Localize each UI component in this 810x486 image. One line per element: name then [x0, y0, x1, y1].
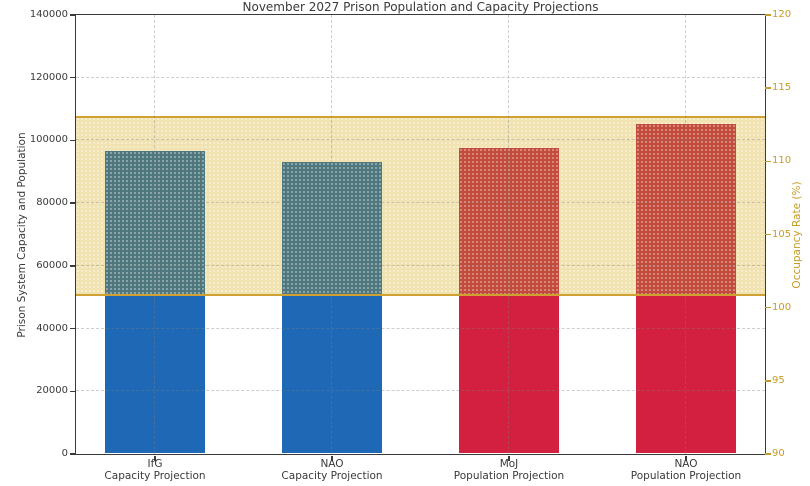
left-axis-label: Prison System Capacity and Population — [16, 132, 28, 338]
x-tick-label-line2: Capacity Projection — [104, 470, 206, 482]
y-tick-label: 100000 — [29, 134, 68, 146]
gridline-horizontal — [75, 327, 765, 329]
x-tick-label-line1: NAO — [674, 458, 698, 470]
chart-title: November 2027 Prison Population and Capa… — [242, 0, 599, 14]
y2-tick-label: 105 — [772, 228, 792, 240]
y-tick-label: 120000 — [29, 71, 68, 83]
x-tick-label: NAO Capacity Projection — [244, 458, 420, 482]
left-tick-mark — [70, 265, 76, 267]
bar-segment-in-band — [458, 147, 559, 296]
bar-segment-in-band — [281, 161, 382, 296]
gridline-vertical — [154, 14, 155, 454]
y-tick-label: 20000 — [36, 385, 68, 397]
left-tick-mark — [70, 327, 76, 330]
y-tick-label: 0 — [61, 448, 68, 459]
right-tick-mark — [765, 453, 771, 455]
bar-segment-below-band — [635, 295, 736, 454]
gridline-vertical — [508, 14, 509, 454]
y-tick-label: 80000 — [36, 197, 68, 209]
gridline-horizontal — [75, 390, 765, 392]
right-tick-mark — [765, 160, 771, 163]
y2-tick-label: 120 — [772, 9, 792, 20]
right-tick-mark — [765, 14, 771, 16]
gridline-horizontal — [75, 264, 765, 266]
y2-tick-label: 95 — [772, 374, 785, 386]
bar-segment-in-band — [635, 124, 736, 296]
x-tick-label: NAO Population Projection — [598, 458, 774, 482]
y-tick-label: 140000 — [29, 9, 68, 20]
right-tick-mark — [765, 380, 771, 382]
x-tick-label: IfG Capacity Projection — [67, 458, 243, 482]
left-tick-mark — [70, 139, 76, 142]
bar-segment-below-band — [104, 295, 205, 454]
y-tick-label: 60000 — [36, 259, 68, 271]
y2-tick-label: 110 — [772, 155, 792, 167]
y2-tick-label: 90 — [772, 448, 785, 459]
gridline-horizontal — [75, 202, 765, 204]
plot-area — [74, 13, 766, 455]
right-tick-mark — [765, 306, 771, 309]
x-tick-label-line1: NAO — [320, 458, 344, 470]
left-tick-mark — [70, 453, 76, 455]
x-tick-label-line2: Population Projection — [453, 470, 565, 482]
left-tick-mark — [70, 76, 76, 79]
gridline-horizontal — [75, 76, 765, 78]
x-tick-mark — [331, 455, 333, 461]
x-tick-mark — [154, 455, 156, 461]
y2-tick-label: 100 — [772, 301, 792, 313]
left-tick-mark — [70, 202, 76, 204]
left-tick-mark — [70, 390, 76, 393]
x-tick-label-line1: IfG — [147, 458, 163, 470]
x-tick-label-line1: MoJ — [499, 458, 519, 470]
gridline-horizontal — [75, 139, 765, 141]
band-edge-top — [75, 115, 765, 118]
right-tick-mark — [765, 87, 771, 89]
x-tick-mark — [508, 455, 510, 461]
gridline-vertical — [685, 14, 686, 454]
right-tick-mark — [765, 233, 771, 236]
x-tick-label-line2: Capacity Projection — [281, 470, 383, 482]
y2-tick-label: 115 — [772, 82, 792, 94]
gridline-vertical — [331, 14, 332, 454]
x-tick-label-line2: Population Projection — [630, 470, 742, 482]
bar-segment-below-band — [281, 295, 382, 454]
x-tick-label: MoJ Population Projection — [421, 458, 597, 482]
y-tick-label: 40000 — [36, 322, 68, 334]
bar-segment-below-band — [458, 295, 559, 454]
bar-segment-in-band — [104, 150, 205, 296]
band-edge-bottom — [75, 294, 765, 297]
left-tick-mark — [70, 14, 76, 16]
x-tick-mark — [685, 455, 687, 461]
